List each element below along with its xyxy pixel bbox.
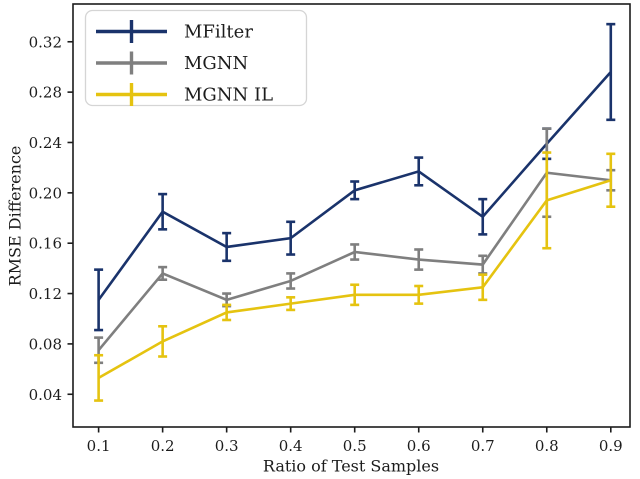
error-bar xyxy=(478,197,488,236)
error-bar xyxy=(286,296,296,312)
error-bar xyxy=(94,268,104,332)
y-axis-label: RMSE Difference xyxy=(5,145,25,287)
x-tick-label: 0.2 xyxy=(151,437,175,455)
series-mgnn-il xyxy=(94,151,616,402)
error-bar xyxy=(478,273,488,302)
series-mgnn xyxy=(94,127,616,365)
error-bar xyxy=(350,243,360,261)
legend-box xyxy=(84,9,308,107)
legend-item-label: MGNN xyxy=(184,53,248,74)
y-tick-label: 0.28 xyxy=(29,84,62,102)
y-tick-label: 0.04 xyxy=(29,386,62,404)
error-bar xyxy=(286,220,296,256)
legend-item: MGNN IL xyxy=(96,83,273,106)
legend-item-label: MFilter xyxy=(184,22,253,43)
legend-item-label: MGNN IL xyxy=(184,85,273,106)
error-bar xyxy=(414,284,424,305)
error-bar xyxy=(286,272,296,290)
y-tick-label: 0.08 xyxy=(29,335,62,353)
error-bar xyxy=(222,303,232,322)
legend-item: MGNN xyxy=(96,51,248,75)
error-bar xyxy=(606,152,616,208)
x-tick-label: 0.5 xyxy=(343,437,367,455)
x-axis-label: Ratio of Test Samples xyxy=(262,456,440,476)
errorbar-cross-icon xyxy=(96,83,167,106)
y-tick-label: 0.16 xyxy=(29,235,62,253)
error-bar xyxy=(414,156,424,187)
error-bar xyxy=(222,231,232,263)
error-bar xyxy=(158,265,168,282)
error-bar xyxy=(350,180,360,201)
error-bar xyxy=(606,22,616,122)
x-tick-label: 0.3 xyxy=(215,437,239,455)
error-bar xyxy=(414,248,424,271)
error-bar xyxy=(94,353,104,402)
y-tick-label: 0.12 xyxy=(29,285,62,303)
x-tick-label: 0.4 xyxy=(279,437,303,455)
legend: MFilter MGNN MGNN IL xyxy=(84,9,308,107)
error-bar xyxy=(158,192,168,231)
y-tick-label: 0.20 xyxy=(29,184,62,202)
errorbar-cross-icon xyxy=(96,20,167,43)
plot-frame xyxy=(72,3,631,428)
error-bar xyxy=(158,324,168,358)
y-tick-label: 0.24 xyxy=(29,134,62,152)
x-tick-label: 0.7 xyxy=(471,437,495,455)
x-tick-label: 0.1 xyxy=(87,437,111,455)
x-tick-label: 0.6 xyxy=(407,437,431,455)
errorbar-cross-icon xyxy=(96,51,167,75)
error-bar xyxy=(350,283,360,307)
legend-item: MFilter xyxy=(96,20,253,43)
x-tick-label: 0.9 xyxy=(599,437,623,455)
x-tick-label: 0.8 xyxy=(535,437,559,455)
error-bar xyxy=(542,151,552,250)
y-tick-label: 0.32 xyxy=(29,33,62,51)
